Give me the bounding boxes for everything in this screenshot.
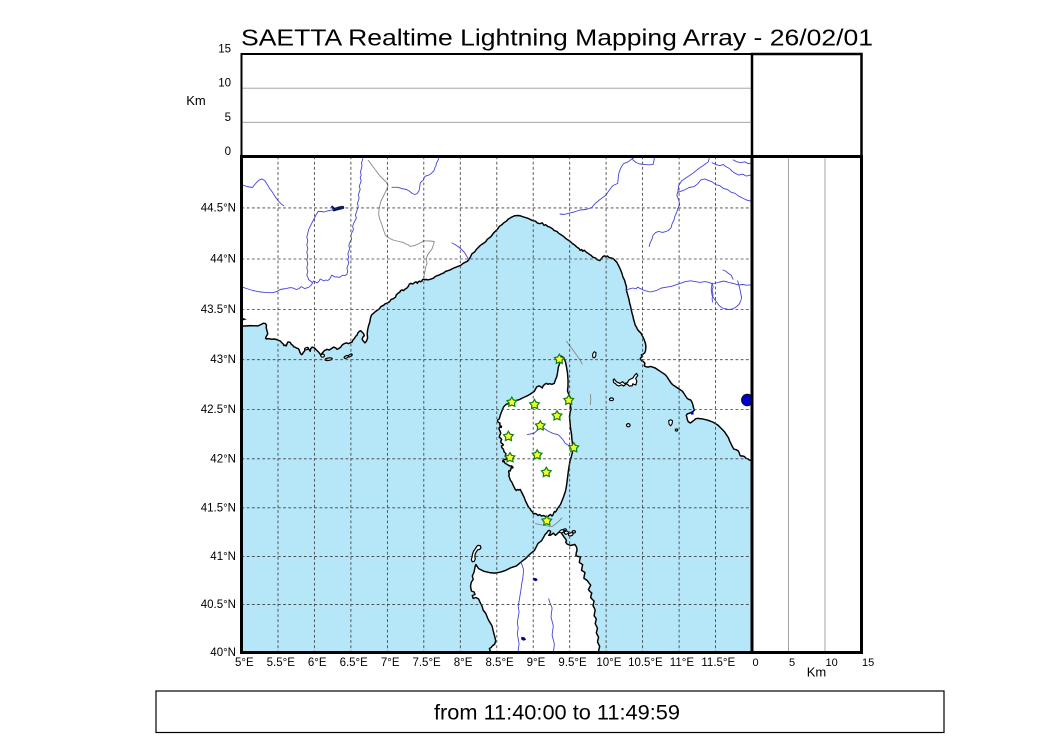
svg-text:5.5°E: 5.5°E xyxy=(267,657,296,669)
svg-text:11°E: 11°E xyxy=(670,657,695,669)
svg-text:from 11:40:00 to 11:49:59: from 11:40:00 to 11:49:59 xyxy=(434,702,680,725)
svg-text:0: 0 xyxy=(225,146,231,158)
svg-text:9.5°E: 9.5°E xyxy=(558,657,587,669)
svg-text:44°N: 44°N xyxy=(210,254,236,266)
svg-text:9°E: 9°E xyxy=(527,657,546,669)
svg-text:10: 10 xyxy=(826,657,838,669)
svg-text:8°E: 8°E xyxy=(454,657,473,669)
svg-text:5°E: 5°E xyxy=(235,657,254,669)
svg-text:SAETTA Realtime Lightning Mapp: SAETTA Realtime Lightning Mapping Array … xyxy=(241,25,873,51)
svg-text:0: 0 xyxy=(753,657,759,669)
svg-text:41°N: 41°N xyxy=(210,551,236,563)
svg-text:42°N: 42°N xyxy=(210,453,236,465)
svg-text:10.5°E: 10.5°E xyxy=(628,657,663,669)
svg-text:44.5°N: 44.5°N xyxy=(201,202,236,214)
svg-text:10: 10 xyxy=(218,78,231,90)
svg-text:15: 15 xyxy=(218,44,231,56)
svg-text:43.5°N: 43.5°N xyxy=(201,304,236,316)
svg-text:6°E: 6°E xyxy=(308,657,327,669)
svg-text:43°N: 43°N xyxy=(210,354,236,366)
svg-text:10°E: 10°E xyxy=(596,657,621,669)
svg-text:40°N: 40°N xyxy=(210,647,236,659)
svg-text:41.5°N: 41.5°N xyxy=(201,502,236,514)
svg-text:40.5°N: 40.5°N xyxy=(201,599,236,611)
svg-text:Km: Km xyxy=(186,93,206,108)
svg-text:8.5°E: 8.5°E xyxy=(485,657,514,669)
svg-text:5: 5 xyxy=(225,112,231,124)
svg-text:Km: Km xyxy=(807,665,827,680)
svg-text:15: 15 xyxy=(862,657,874,669)
svg-text:6.5°E: 6.5°E xyxy=(340,657,369,669)
svg-text:42.5°N: 42.5°N xyxy=(201,404,236,416)
svg-text:7.5°E: 7.5°E xyxy=(412,657,441,669)
svg-text:5: 5 xyxy=(789,657,795,669)
svg-text:11.5°E: 11.5°E xyxy=(701,657,735,669)
svg-text:7°E: 7°E xyxy=(381,657,400,669)
